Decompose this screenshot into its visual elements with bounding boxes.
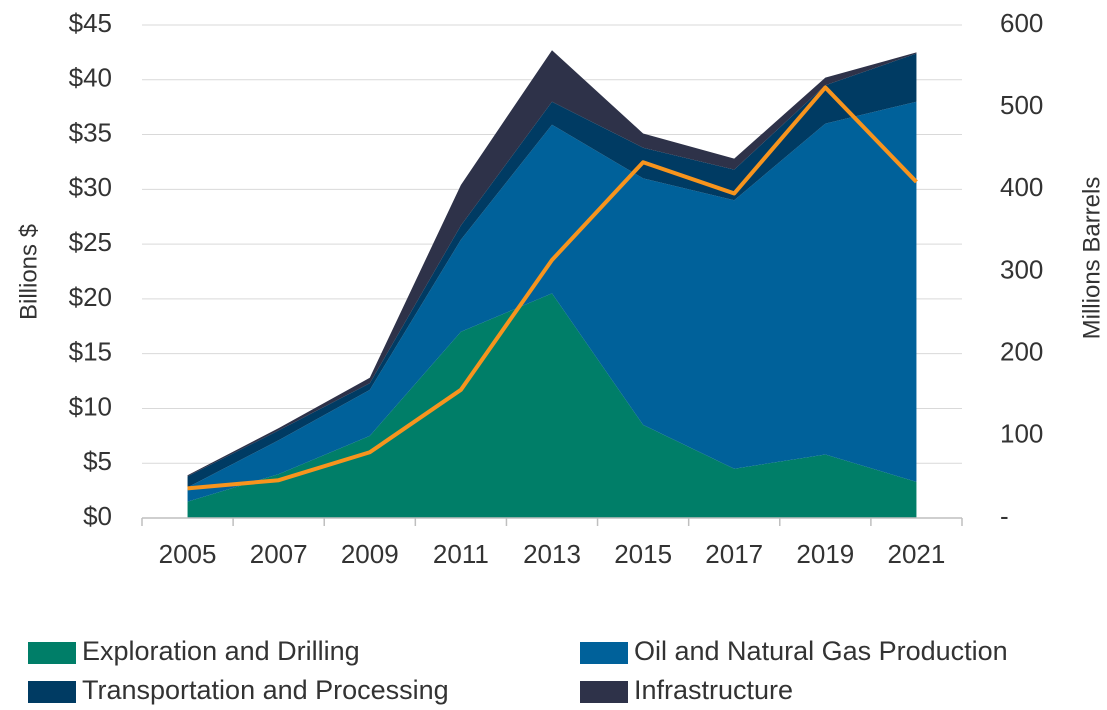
y-tick-label: $20 bbox=[69, 282, 112, 312]
y-tick-label: $5 bbox=[83, 446, 112, 476]
y2-tick-label: 400 bbox=[1000, 172, 1043, 202]
y-tick-label: $35 bbox=[69, 117, 112, 147]
y2-tick-label: 500 bbox=[1000, 90, 1043, 120]
x-tick-label: 2011 bbox=[433, 539, 489, 569]
y-tick-label: $25 bbox=[69, 227, 112, 257]
y-tick-label: $0 bbox=[83, 501, 112, 531]
area bbox=[187, 293, 917, 518]
y-axis-title: Billions $ bbox=[15, 224, 42, 320]
x-tick-label: 2021 bbox=[888, 539, 946, 569]
legend-swatch bbox=[28, 642, 76, 664]
legend-label: Infrastructure bbox=[634, 675, 793, 705]
x-tick-label: 2005 bbox=[159, 539, 217, 569]
y2-tick-label: 600 bbox=[1000, 8, 1043, 38]
y2-tick-label: 200 bbox=[1000, 337, 1043, 367]
x-tick-label: 2013 bbox=[523, 539, 581, 569]
legend-swatch bbox=[580, 642, 628, 664]
y-tick-label: $45 bbox=[69, 8, 112, 38]
y2-axis-title: Millions Barrels bbox=[1078, 177, 1105, 340]
x-tick-label: 2015 bbox=[614, 539, 672, 569]
area bbox=[187, 53, 917, 488]
legend-label: Exploration and Drilling bbox=[82, 636, 360, 666]
y2-tick-label: - bbox=[1000, 501, 1009, 531]
area bbox=[187, 101, 917, 502]
y-tick-label: $30 bbox=[69, 172, 112, 202]
legend-swatch bbox=[580, 681, 628, 703]
x-tick-label: 2017 bbox=[705, 539, 763, 569]
legend-label: Oil and Natural Gas Production bbox=[634, 636, 1008, 666]
line bbox=[187, 85, 918, 491]
x-tick-label: 2019 bbox=[796, 539, 854, 569]
y-tick-label: $15 bbox=[69, 337, 112, 367]
y2-tick-label: 100 bbox=[1000, 419, 1043, 449]
x-tick-label: 2009 bbox=[341, 539, 399, 569]
legend-label: Transportation and Processing bbox=[82, 675, 449, 705]
y-tick-label: $40 bbox=[69, 63, 112, 93]
legend-swatch bbox=[28, 681, 76, 703]
x-tick-label: 2007 bbox=[250, 539, 308, 569]
y2-tick-label: 300 bbox=[1000, 254, 1043, 284]
y-tick-label: $10 bbox=[69, 391, 112, 421]
